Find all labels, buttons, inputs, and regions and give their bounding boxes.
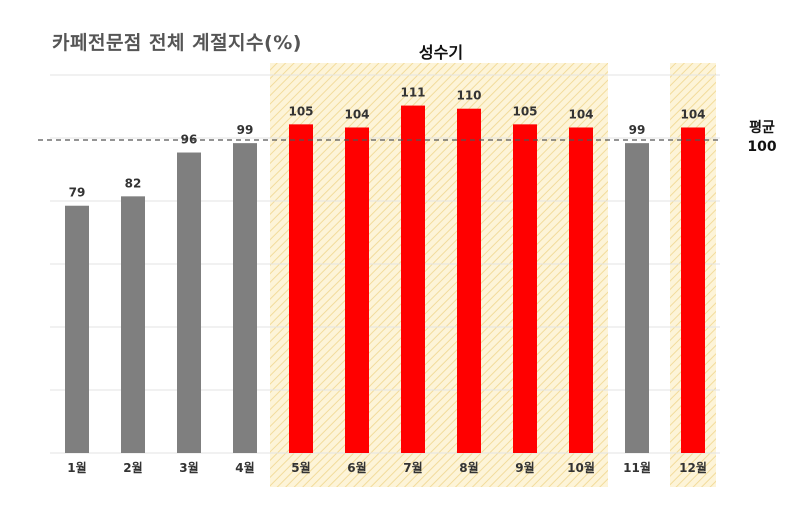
x-tick-label: 9월 bbox=[515, 460, 534, 475]
bar bbox=[457, 108, 481, 453]
data-label: 111 bbox=[400, 86, 425, 100]
x-tick-label: 2월 bbox=[123, 460, 142, 475]
x-tick-label: 12월 bbox=[679, 460, 707, 475]
bar bbox=[681, 127, 705, 453]
bar bbox=[569, 127, 593, 453]
bar bbox=[177, 152, 201, 453]
data-label: 96 bbox=[181, 133, 198, 147]
x-tick-label: 6월 bbox=[347, 460, 366, 475]
data-label: 105 bbox=[288, 104, 313, 118]
data-label: 99 bbox=[629, 123, 646, 137]
bar bbox=[121, 196, 145, 453]
x-tick-label: 4월 bbox=[235, 460, 254, 475]
data-label: 104 bbox=[344, 107, 369, 121]
bar bbox=[513, 124, 537, 453]
peak-season-label: 성수기 bbox=[419, 43, 463, 62]
x-tick-label: 11월 bbox=[623, 460, 651, 475]
data-label: 99 bbox=[237, 123, 254, 137]
data-label: 104 bbox=[568, 107, 593, 121]
x-tick-label: 8월 bbox=[459, 460, 478, 475]
x-tick-label: 1월 bbox=[67, 460, 86, 475]
bar bbox=[625, 143, 649, 453]
x-tick-label: 3월 bbox=[179, 460, 198, 475]
data-label: 104 bbox=[680, 107, 705, 121]
x-tick-label: 5월 bbox=[291, 460, 310, 475]
bar bbox=[65, 205, 89, 453]
x-tick-label: 10월 bbox=[567, 460, 595, 475]
average-value: 100 bbox=[747, 139, 776, 155]
data-label: 105 bbox=[512, 104, 537, 118]
bar bbox=[401, 105, 425, 453]
bar bbox=[233, 143, 257, 453]
bar bbox=[345, 127, 369, 453]
bar bbox=[289, 124, 313, 453]
x-tick-label: 7월 bbox=[403, 460, 422, 475]
average-label: 평균 bbox=[749, 119, 775, 136]
chart-title: 카페전문점 전체 계절지수(%) bbox=[52, 32, 302, 54]
data-label: 79 bbox=[69, 186, 86, 200]
data-label: 110 bbox=[456, 89, 481, 103]
data-label: 82 bbox=[125, 176, 142, 190]
peak-season-band bbox=[270, 63, 608, 487]
